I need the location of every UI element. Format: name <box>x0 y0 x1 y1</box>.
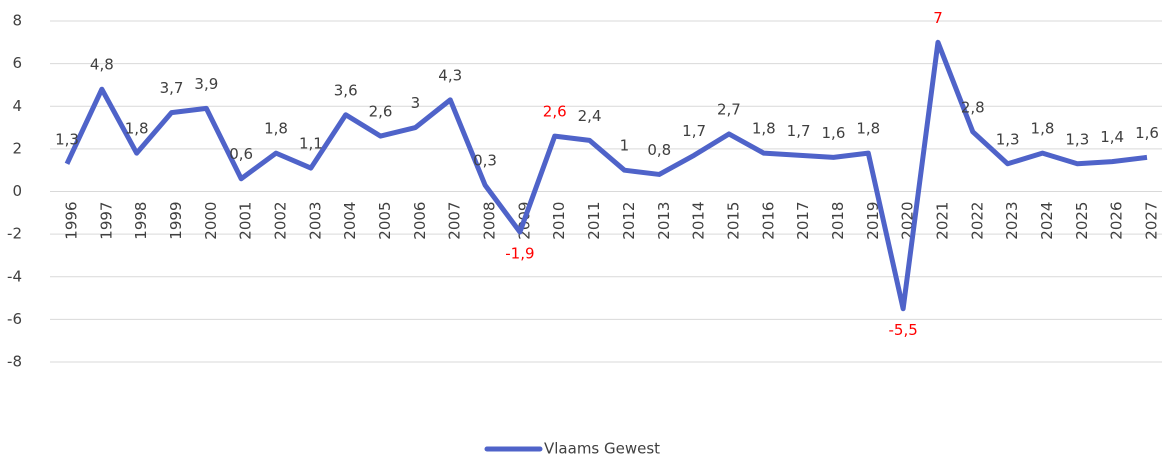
x-tick-label: 2018 <box>829 202 847 240</box>
data-label: 1,7 <box>787 122 811 140</box>
data-label: 2,6 <box>543 103 567 121</box>
data-label: 0,8 <box>647 141 671 159</box>
series-line <box>64 39 1148 312</box>
data-label: 3,7 <box>160 79 184 97</box>
data-label: 1,8 <box>125 120 149 138</box>
y-tick-label: -6 <box>7 310 22 328</box>
data-label: 1,8 <box>856 120 880 138</box>
data-label: -5,5 <box>888 321 917 339</box>
data-label: 1,4 <box>1100 128 1124 146</box>
y-tick-label: -4 <box>7 267 22 285</box>
data-label: 2,7 <box>717 100 741 118</box>
y-tick-label: 8 <box>12 12 22 30</box>
data-label: 1,8 <box>1031 120 1055 138</box>
x-tick-label: 1996 <box>63 202 81 240</box>
y-tick-label: 4 <box>12 97 22 115</box>
data-label: 1 <box>620 137 630 155</box>
data-label: 1,8 <box>264 120 288 138</box>
data-label: 3,6 <box>334 81 358 99</box>
data-label: 1,3 <box>1065 130 1089 148</box>
x-tick-label: 2002 <box>272 202 290 240</box>
x-tick-label: 2001 <box>237 202 255 240</box>
x-tick-label: 2021 <box>933 202 951 240</box>
x-tick-label: 2016 <box>759 202 777 240</box>
data-label: 1,8 <box>752 120 776 138</box>
data-label: 1,6 <box>822 124 846 142</box>
x-tick-label: 2008 <box>481 202 499 240</box>
x-tick-label: 2014 <box>690 202 708 240</box>
x-tick-label: 2022 <box>968 202 986 240</box>
x-tick-label: 2024 <box>1038 202 1056 240</box>
x-tick-label: 2005 <box>376 202 394 240</box>
data-label: 3,9 <box>194 75 218 93</box>
x-tick-label: 2025 <box>1073 202 1091 240</box>
y-tick-label: 2 <box>12 139 22 157</box>
x-tick-label: 1999 <box>167 202 185 240</box>
data-label: 0,6 <box>229 145 253 163</box>
data-label: 7 <box>933 9 943 27</box>
x-tick-label: 2013 <box>655 202 673 240</box>
data-label: 2,8 <box>961 98 985 116</box>
data-label: 1,1 <box>299 135 323 153</box>
y-tick-label: 0 <box>12 182 22 200</box>
data-label: 4,3 <box>438 66 462 84</box>
data-label: 2,4 <box>578 107 602 125</box>
x-tick-label: 2006 <box>411 202 429 240</box>
data-label: 3 <box>411 94 421 112</box>
x-tick-label: 2007 <box>446 202 464 240</box>
data-label: 1,7 <box>682 122 706 140</box>
x-tick-label: 2027 <box>1143 202 1161 240</box>
data-label: 4,8 <box>90 56 114 74</box>
x-tick-label: 2017 <box>794 202 812 240</box>
x-tick-label: 2011 <box>585 202 603 240</box>
legend-label: Vlaams Gewest <box>544 440 660 458</box>
x-tick-label: 1997 <box>97 202 115 240</box>
data-label: -1,9 <box>505 244 534 262</box>
y-tick-label: -8 <box>7 353 22 371</box>
y-tick-label: 6 <box>12 54 22 72</box>
data-label: 1,6 <box>1135 124 1159 142</box>
x-tick-label: 2003 <box>306 202 324 240</box>
x-tick-label: 2010 <box>550 202 568 240</box>
x-tick-label: 2012 <box>620 202 638 240</box>
x-tick-label: 2004 <box>341 202 359 240</box>
x-tick-label: 2000 <box>202 202 220 240</box>
x-tick-label: 2015 <box>724 202 742 240</box>
x-tick-label: 2026 <box>1108 202 1126 240</box>
x-tick-label: 1998 <box>132 202 150 240</box>
data-label: 2,6 <box>369 103 393 121</box>
data-label: 1,3 <box>996 130 1020 148</box>
y-tick-label: -2 <box>7 225 22 243</box>
data-label: 0,3 <box>473 152 497 170</box>
data-label: 1,3 <box>55 130 79 148</box>
x-tick-label: 2023 <box>1003 202 1021 240</box>
x-tick-label: 2019 <box>864 202 882 240</box>
